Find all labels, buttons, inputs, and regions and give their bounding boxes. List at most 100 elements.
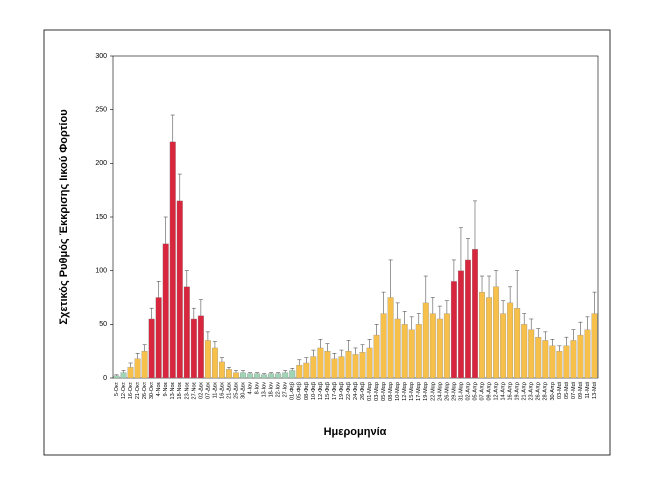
bar (211, 347, 218, 379)
bar (169, 141, 176, 379)
x-tick-label: 09-Απρ (487, 382, 493, 401)
bar (373, 334, 380, 379)
x-tick-label: 24-Μαρ (437, 382, 443, 401)
bar (289, 370, 296, 379)
x-tick-label: 18-Ιαν (269, 382, 275, 398)
x-tick-label: 16-Απρ (508, 382, 514, 401)
x-tick-label: 08-Φεβ (304, 382, 310, 400)
bar (479, 291, 485, 379)
bar (338, 356, 345, 379)
bar (457, 270, 464, 379)
x-tick-label: 05-Φεβ (297, 382, 303, 400)
x-tick-label: 22-Φεβ (346, 382, 352, 400)
x-tick-label: 03-Μαϊ (557, 381, 563, 399)
x-tick-label: 29-Μαρ (451, 382, 457, 401)
x-tick-label: 16-Δεκ (219, 382, 225, 399)
bar (472, 249, 478, 379)
x-tick-label: 26-Φεβ (360, 382, 366, 400)
bar (563, 345, 570, 379)
x-tick-label: 19-Μαρ (423, 382, 429, 401)
bar (148, 318, 155, 379)
x-tick-label: 19-Απρ (515, 382, 521, 401)
bar (155, 297, 162, 379)
bar (218, 361, 225, 379)
bar (429, 313, 436, 379)
x-tick-label: 19-Φεβ (339, 382, 345, 400)
bar (331, 358, 338, 379)
bar (387, 297, 394, 379)
bar (577, 334, 584, 379)
x-tick-label: 5-Οκτ (114, 381, 120, 396)
bar (415, 324, 422, 379)
x-tick-label: 25-Δεκ (233, 382, 239, 399)
x-tick-label: 07-Δεκ (205, 382, 211, 399)
bar (261, 374, 268, 379)
x-tick-label: 8-Ιαν (255, 382, 261, 395)
x-tick-label: 16-Οκτ (128, 381, 134, 399)
bar (345, 351, 352, 379)
x-tick-label: 4-Ιαν (248, 382, 254, 395)
bar (190, 318, 197, 379)
x-tick-label: 28-Απρ (543, 382, 549, 401)
bar (507, 302, 514, 379)
x-tick-label: 23-Νοε (184, 381, 190, 399)
bar (310, 356, 317, 379)
chart-border (43, 29, 611, 456)
x-tick-label: 14-Απρ (501, 382, 507, 401)
bar (254, 373, 261, 379)
bar (197, 315, 204, 379)
bar (240, 372, 246, 379)
bar (465, 259, 471, 379)
bar (204, 340, 211, 379)
y-tick-label: 0 (103, 375, 107, 382)
x-tick-label: 9-Νοε (163, 381, 169, 396)
x-tick-label: 27-Νοε (191, 381, 197, 399)
bar (493, 286, 500, 379)
x-tick-label: 10-Μαρ (395, 382, 401, 401)
bar (176, 200, 183, 379)
y-tick-label: 200 (95, 160, 107, 167)
bar (549, 345, 556, 379)
bar (408, 329, 415, 379)
bar (141, 351, 148, 379)
bar (113, 375, 120, 379)
bar (450, 281, 457, 379)
x-tick-label: 27-Ιαν (283, 382, 289, 398)
x-tick-label: 03-Μαρ (374, 382, 380, 401)
x-tick-label: 09-Μαϊ (578, 381, 584, 399)
x-tick-label: 30-Οκτ (149, 381, 155, 399)
x-tick-label: 08-Μαρ (388, 382, 394, 401)
x-tick-label: 13-Μαϊ (592, 381, 598, 399)
bar (591, 313, 598, 379)
x-tick-label: 11-Μαϊ (585, 381, 591, 398)
bar (542, 340, 549, 379)
bar (127, 367, 134, 379)
bar (500, 313, 507, 379)
x-tick-label: 21-Οκτ (135, 381, 141, 399)
x-tick-label: 23-Απρ (529, 382, 535, 401)
bar (422, 302, 429, 379)
x-tick-label: 21-Δεκ (226, 382, 232, 399)
x-tick-label: 05-Μαϊ (564, 381, 570, 399)
x-tick-label: 22-Ιαν (276, 382, 282, 398)
bar (352, 354, 359, 379)
bar (556, 351, 563, 379)
y-tick-label: 250 (95, 107, 107, 114)
bar (268, 373, 275, 379)
bar (570, 340, 577, 379)
x-tick-label: 11-Δεκ (212, 382, 218, 399)
x-tick-label: 02-Απρ (465, 382, 471, 401)
x-tick-label: 10-Φεβ (311, 382, 317, 400)
bar (233, 372, 239, 379)
y-tick-label: 50 (99, 321, 107, 328)
bar (401, 324, 408, 379)
x-tick-label: 13-Ιαν (262, 382, 268, 398)
bar (324, 351, 331, 379)
y-tick-label: 300 (95, 53, 107, 60)
x-tick-label: 07-Απρ (479, 382, 485, 401)
x-tick-label: 05-Μαρ (381, 382, 387, 401)
bar (303, 362, 310, 379)
x-tick-label: 17-Μαρ (416, 382, 422, 401)
x-tick-label: 12-Οκτ (121, 381, 127, 399)
